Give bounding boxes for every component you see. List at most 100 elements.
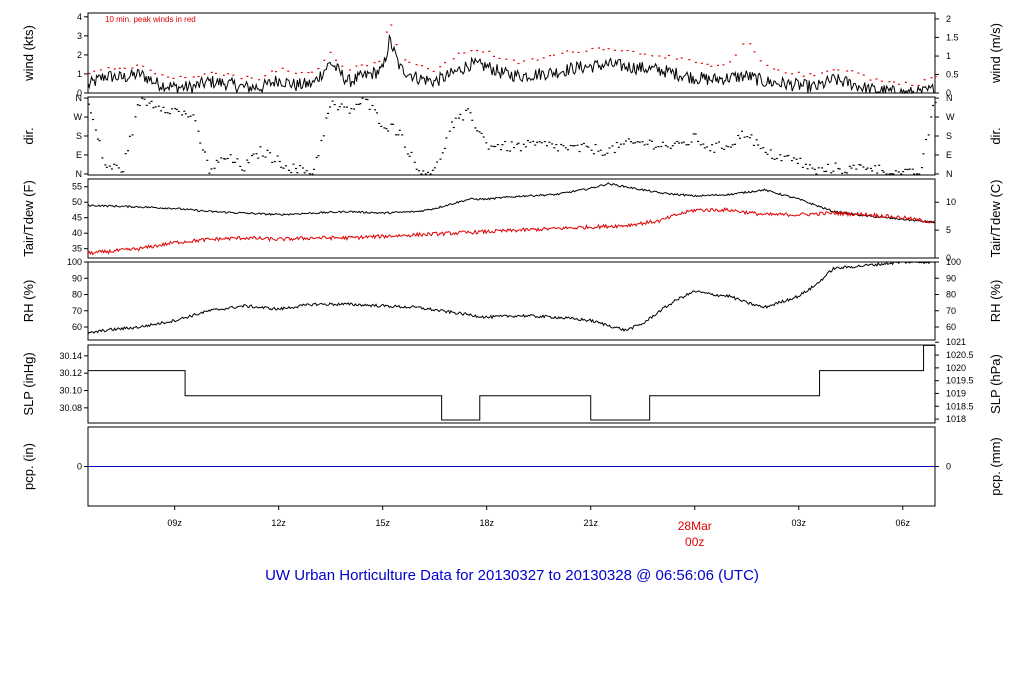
- dir-series-0-point: [329, 106, 331, 108]
- dir-series-0-point: [551, 143, 554, 145]
- dir-series-0-point: [299, 165, 302, 167]
- wind-series-1-point: [577, 51, 580, 53]
- dir-series-0-point: [582, 142, 585, 145]
- slp-panel-frame: [87, 344, 936, 424]
- dir-series-0-point: [454, 117, 457, 119]
- wind-series-1-point: [680, 57, 683, 59]
- wind-series-1-point: [621, 50, 623, 52]
- dir-series-0-point: [413, 161, 416, 163]
- dir-series-0-point: [422, 170, 425, 172]
- dir-ylabel-right: dir.: [988, 127, 1003, 144]
- dir-series-0-point: [177, 110, 180, 112]
- pcp-ylabel-right: pcp. (mm): [988, 437, 1003, 496]
- dir-series-0-point: [516, 143, 519, 145]
- wind-series-1-point: [300, 71, 303, 74]
- dir-series-0-point: [264, 156, 267, 158]
- dir-series-0-point: [543, 141, 546, 143]
- dir-series-0-point: [365, 98, 367, 100]
- dir-series-0-point: [280, 166, 283, 168]
- dir-series-0-point: [848, 165, 851, 167]
- wind-series-1-point: [335, 59, 338, 61]
- dir-series-0-point: [295, 167, 297, 170]
- dir-series-0-point: [630, 141, 633, 143]
- wind-series-1-point: [607, 48, 610, 50]
- slp-series-0: [88, 344, 935, 421]
- wind-series-1-point: [632, 50, 635, 53]
- dir-series-0-point: [882, 171, 885, 173]
- dir-series-0-point: [485, 142, 488, 144]
- dir-series-0-point: [723, 148, 726, 150]
- dir-series-0-point: [569, 144, 572, 147]
- dir-series-0-point: [597, 150, 600, 152]
- dir-series-0-point: [266, 149, 269, 151]
- dir-series-0-point: [599, 149, 602, 151]
- dir-series-0-point: [459, 113, 462, 115]
- dir-series-0-point: [136, 104, 139, 106]
- dir-series-0-point: [292, 163, 295, 165]
- wind-series-1-point: [341, 65, 344, 67]
- dir-series-0-point: [162, 106, 165, 108]
- dir-tick-label-left: W: [74, 112, 83, 122]
- dir-series-0-point: [175, 108, 178, 111]
- wind-series-1-point: [179, 75, 182, 77]
- wind-series-1-point: [184, 76, 187, 79]
- wind-series-1-point: [463, 52, 466, 54]
- dir-series-0-point: [506, 150, 509, 152]
- wind-series-1-point: [667, 54, 670, 57]
- dir-series-0-point: [827, 163, 829, 165]
- dir-series-0-point: [376, 112, 378, 114]
- slp-tick-label-right: 1020: [946, 363, 966, 373]
- dir-series-0-point: [608, 147, 611, 149]
- dir-series-0-point: [783, 155, 786, 157]
- wind-series-1-point: [307, 72, 310, 74]
- wind-series-1-point: [851, 70, 854, 72]
- dir-series-0-point: [671, 145, 674, 147]
- dir-series-0-point: [127, 150, 130, 152]
- dir-series-0-point: [101, 157, 104, 159]
- dir-series-0-point: [331, 100, 334, 102]
- x-tick-label: 03z: [791, 518, 806, 528]
- dir-series-0-point: [603, 154, 606, 156]
- wind-series-1-point: [246, 75, 249, 77]
- dir-series-0-point: [529, 141, 532, 143]
- rh-tick-label-right: 90: [946, 273, 956, 283]
- dir-series-0-point: [804, 163, 807, 165]
- wind-tick-label-left: 1: [77, 69, 82, 79]
- wind-series-1-point: [675, 58, 678, 60]
- dir-series-0-point: [371, 104, 374, 107]
- wind-series-1-point: [404, 59, 407, 61]
- dir-series-0-point: [651, 140, 653, 142]
- dir-series-0-point: [930, 116, 933, 118]
- wind-series-1-point: [523, 60, 525, 62]
- dir-series-0-point: [206, 159, 209, 161]
- wind-series-1-point: [203, 73, 206, 75]
- dir-series-0-point: [739, 137, 741, 139]
- rh-tick-label-right: 100: [946, 257, 961, 267]
- dir-series-0-point: [908, 168, 911, 170]
- dir-series-0-point: [223, 158, 225, 160]
- dir-series-0-point: [657, 146, 660, 148]
- dir-series-0-point: [259, 146, 262, 148]
- dir-series-0-point: [105, 166, 108, 168]
- wind-series-1-point: [542, 57, 545, 59]
- dir-series-0-point: [431, 169, 434, 171]
- wind-series-1-point: [512, 59, 515, 61]
- dir-series-0-point: [795, 158, 798, 160]
- wind-series-1-point: [561, 52, 564, 54]
- wind-series-1-point: [517, 62, 520, 65]
- dir-series-0-point: [636, 141, 639, 143]
- dir-series-0-point: [174, 107, 177, 110]
- dir-series-0-point: [337, 109, 340, 111]
- wind-ylabel-left: wind (kts): [21, 25, 36, 82]
- wind-series-1-point: [722, 64, 725, 66]
- temp-panel-frame: [87, 178, 936, 259]
- dir-series-0-point: [536, 141, 539, 143]
- wind-series-1-point: [710, 65, 713, 67]
- dir-series-0-point: [560, 143, 563, 146]
- dir-series-0-point: [830, 172, 833, 174]
- dir-series-0-point: [911, 168, 914, 170]
- slp-tick-label-right: 1019: [946, 388, 966, 398]
- dir-series-0-point: [492, 145, 495, 148]
- dir-series-0-point: [808, 164, 811, 166]
- dir-series-0-point: [424, 173, 427, 175]
